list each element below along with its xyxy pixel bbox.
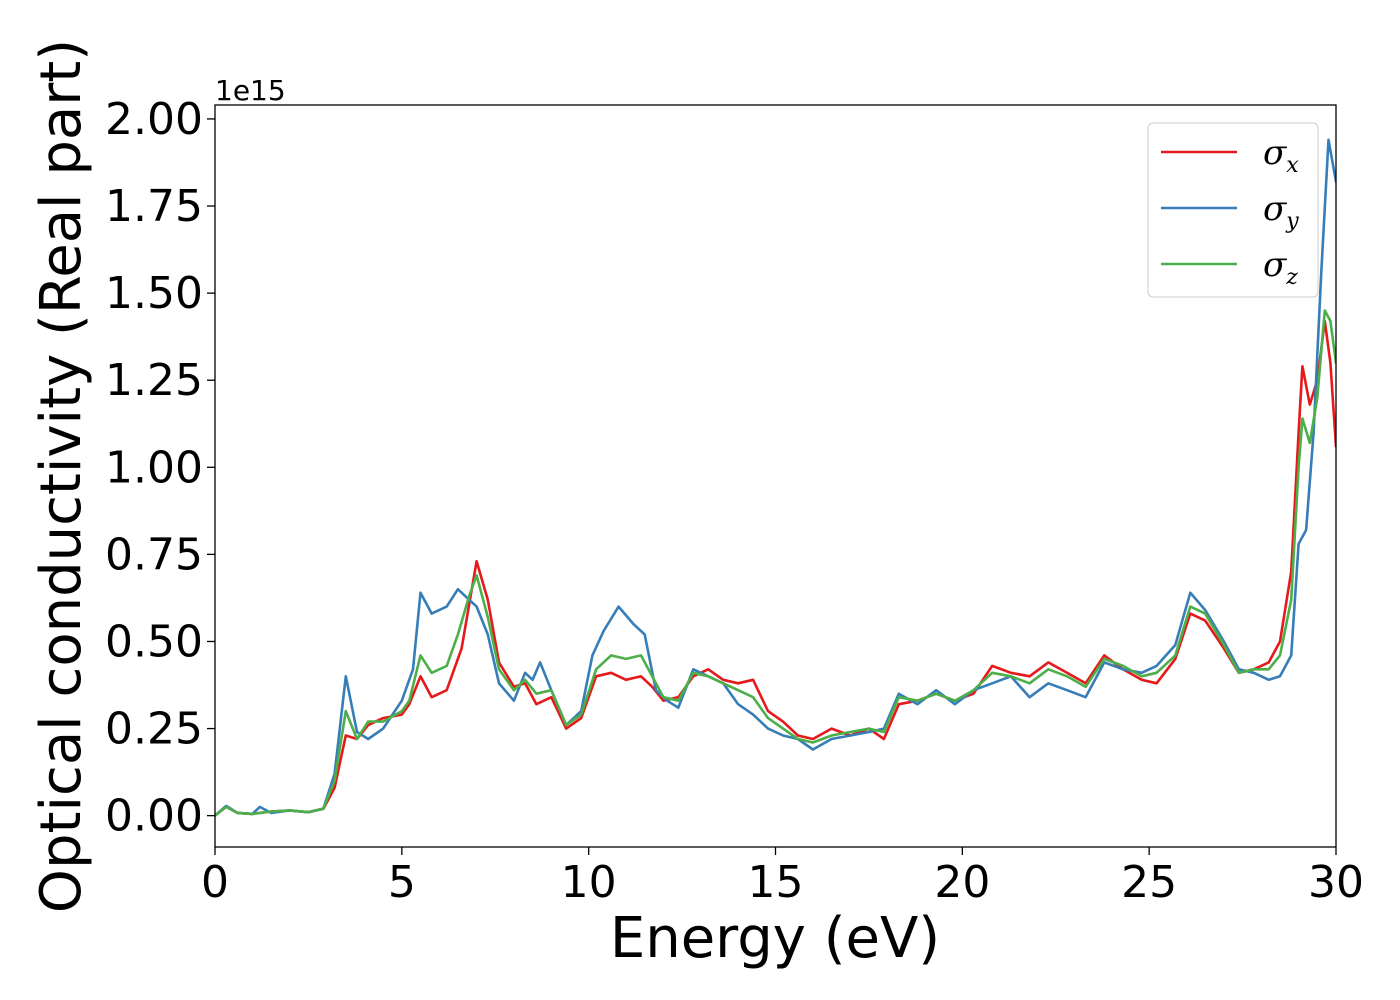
x-tick-label: 5 [388, 857, 416, 908]
y-tick-label: 0.75 [105, 529, 203, 580]
x-axis: 0 5 10 15 20 25 30 [201, 847, 1364, 908]
series-line-z [215, 309, 1336, 817]
y-tick-label: 1.50 [105, 268, 203, 319]
y-tick-label: 1.75 [105, 181, 203, 232]
x-tick-label: 15 [748, 857, 804, 908]
y-tick-label: 0.25 [105, 704, 203, 755]
x-axis-title: Energy (eV) [610, 906, 940, 971]
y-tick-label: 1.25 [105, 355, 203, 406]
y-axis: 0.00 0.25 0.50 0.75 1.00 1.25 1.50 1.75 2.00 [105, 94, 215, 842]
legend-label-z: σz [1263, 245, 1298, 290]
x-tick-label: 25 [1121, 857, 1177, 908]
x-tick-label: 10 [561, 857, 617, 908]
y-axis-title: Optical conductivity (Real part) [29, 39, 94, 913]
y-tick-label: 0.00 [105, 791, 203, 842]
x-tick-label: 0 [201, 857, 229, 908]
legend-label-y: σy [1263, 189, 1299, 234]
x-tick-label: 20 [934, 857, 990, 908]
series-line-x [215, 319, 1336, 817]
y-tick-label: 0.50 [105, 616, 203, 667]
legend-label-x: σx [1263, 133, 1299, 178]
legend-frame [1147, 122, 1319, 298]
x-tick-label: 30 [1308, 857, 1364, 908]
y-tick-label: 2.00 [105, 94, 203, 145]
y-tick-label: 1.00 [105, 442, 203, 493]
series-layer [215, 138, 1336, 817]
legend: σx σy σz [1147, 122, 1319, 298]
y-offset-text: 1e15 [215, 74, 286, 107]
